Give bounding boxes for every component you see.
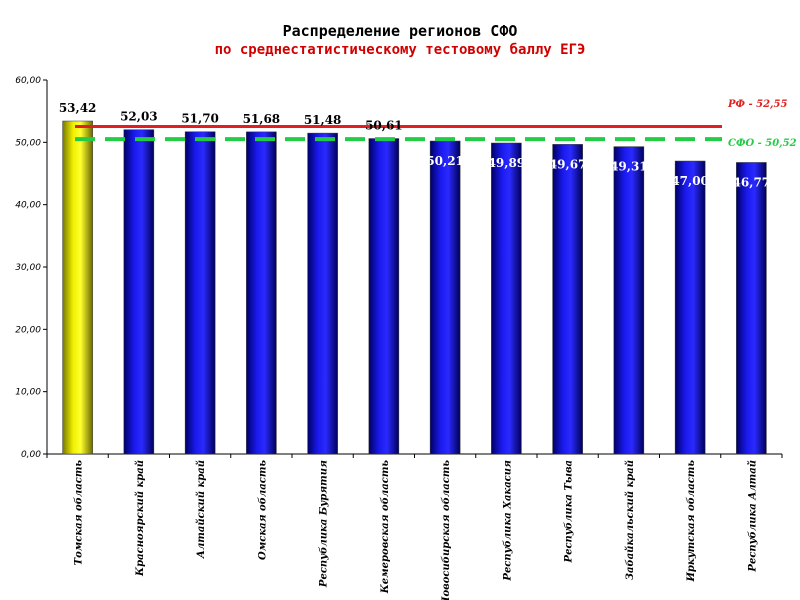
bar-томская-область [62, 120, 93, 455]
bars [62, 120, 767, 455]
bar-омская-область [246, 131, 277, 455]
x-tick-label-республика-алтай: Республика Алтай [747, 460, 758, 573]
x-tick-label-забайкальский-край: Забайкальский край [625, 460, 636, 580]
chart-title: Распределение регионов СФО [282, 22, 518, 40]
bar-республика-тыва [552, 144, 583, 455]
bar-алтайский-край [184, 131, 216, 455]
data-label-омская-область: 51,68 [243, 112, 281, 126]
bar-кемеровская-область [368, 138, 400, 455]
data-label-республика-бурятия: 51,48 [304, 113, 342, 127]
data-label-забайкальский-край: 49,31 [610, 160, 648, 174]
y-tick-label: 0,00 [21, 450, 41, 460]
bar-республика-хакасия [491, 142, 522, 455]
bar-забайкальский-край [613, 146, 645, 455]
reference-lines: РФ - 52,55 СФО - 50,52 [75, 99, 797, 149]
bar-новосибирская-область [429, 140, 461, 455]
data-label-красноярский-край: 52,03 [120, 110, 158, 124]
x-tick-label-республика-хакасия: Республика Хакасия [502, 460, 513, 582]
x-tick-label-республика-бурятия: Республика Бурятия [319, 460, 330, 588]
x-tick-label-республика-тыва: Республика Тыва [564, 460, 575, 563]
chart-subtitle: по среднестатистическому тестовому баллу… [214, 42, 586, 58]
y-tick-label: 30,00 [15, 263, 41, 273]
x-tick-label-новосибирская-область: Новосибирская область [441, 460, 452, 600]
y-tick-label: 60,00 [15, 76, 41, 86]
bar-красноярский-край [123, 129, 155, 455]
reference-line-label-0: РФ - 52,55 [727, 99, 787, 110]
y-tick-label: 40,00 [15, 201, 41, 211]
reference-line-label-1: СФО - 50,52 [728, 138, 797, 149]
y-tick-label: 50,00 [15, 138, 41, 148]
axes: 0,00 10,00 20,00 30,00 40,00 50,00 60,00 [15, 76, 783, 460]
data-label-томская-область: 53,42 [59, 101, 97, 115]
x-tick-label-кемеровская-область: Кемеровская область [380, 460, 391, 595]
x-tick-label-алтайский-край: Алтайский край [196, 460, 207, 559]
data-label-республика-хакасия: 49,89 [488, 156, 526, 170]
x-tick-label-красноярский-край: Красноярский край [135, 460, 146, 577]
data-label-кемеровская-область: 50,61 [365, 119, 403, 133]
x-tick-labels: Томская область Красноярский край Алтайски… [74, 460, 759, 600]
bar-республика-алтай [736, 162, 767, 455]
x-tick-label-томская-область: Томская область [74, 460, 85, 566]
x-tick-label-омская-область: Омская область [257, 460, 268, 560]
data-label-новосибирская-область: 50,21 [426, 154, 464, 168]
y-tick-label: 10,00 [15, 388, 41, 398]
bar-республика-бурятия [307, 132, 338, 455]
data-label-республика-алтай: 46,77 [733, 175, 771, 189]
data-label-алтайский-край: 51,70 [181, 112, 219, 126]
y-tick-label: 20,00 [15, 325, 41, 335]
value-labels: 53,42 52,03 51,70 51,68 51,48 50,61 50,21 49,89… [59, 101, 770, 189]
x-tick-label-иркутская-область: Иркутская область [686, 460, 697, 583]
data-label-иркутская-область: 47,00 [671, 174, 709, 188]
bar-иркутская-область [674, 160, 706, 455]
data-label-республика-тыва: 49,67 [549, 157, 587, 171]
